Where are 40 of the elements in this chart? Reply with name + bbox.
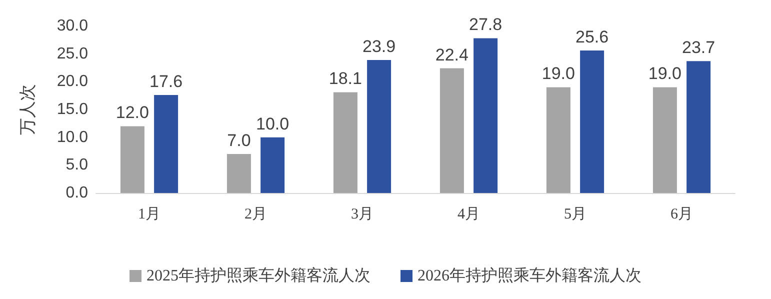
data-label: 19.0 bbox=[542, 64, 575, 84]
legend-label: 2026年持护照乘车外籍客流人次 bbox=[418, 266, 642, 284]
data-label: 23.7 bbox=[682, 38, 716, 58]
y-tick-label: 5.0 bbox=[66, 156, 88, 174]
x-tick-label: 1月 bbox=[138, 206, 160, 222]
y-axis-title: 万人次 bbox=[18, 84, 37, 135]
data-label: 25.6 bbox=[576, 27, 609, 46]
data-label: 7.0 bbox=[227, 131, 251, 150]
bar bbox=[154, 95, 178, 193]
data-label: 23.9 bbox=[362, 36, 396, 56]
data-label: 10.0 bbox=[256, 114, 290, 134]
y-tick-label: 10.0 bbox=[56, 128, 88, 146]
bar bbox=[367, 60, 392, 193]
x-tick-label: 3月 bbox=[351, 206, 374, 222]
bar bbox=[260, 137, 285, 193]
y-tick-label: 0.0 bbox=[66, 184, 88, 202]
bar bbox=[333, 92, 358, 193]
y-tick-label: 25.0 bbox=[56, 45, 88, 62]
x-tick-label: 4月 bbox=[458, 206, 480, 222]
bar bbox=[226, 154, 251, 193]
x-tick-label: 5月 bbox=[564, 206, 586, 222]
y-tick-label: 30.0 bbox=[56, 18, 88, 34]
data-label: 17.6 bbox=[150, 72, 183, 92]
y-tick-label: 15.0 bbox=[56, 101, 88, 118]
bar bbox=[474, 38, 498, 193]
bar bbox=[120, 126, 144, 193]
x-tick-label: 6月 bbox=[670, 206, 693, 222]
bar bbox=[686, 61, 711, 193]
legend-label: 2025年持护照乘车外籍客流人次 bbox=[146, 266, 370, 284]
bar bbox=[580, 50, 604, 193]
data-label: 19.0 bbox=[648, 64, 682, 84]
bar bbox=[546, 87, 570, 193]
data-label: 18.1 bbox=[328, 69, 362, 88]
bar bbox=[652, 87, 677, 193]
x-tick-label: 2月 bbox=[244, 206, 267, 222]
bar bbox=[440, 68, 464, 193]
data-label: 22.4 bbox=[435, 45, 468, 64]
data-label: 12.0 bbox=[116, 103, 149, 122]
y-tick-label: 20.0 bbox=[56, 73, 88, 90]
data-label: 27.8 bbox=[469, 15, 502, 34]
